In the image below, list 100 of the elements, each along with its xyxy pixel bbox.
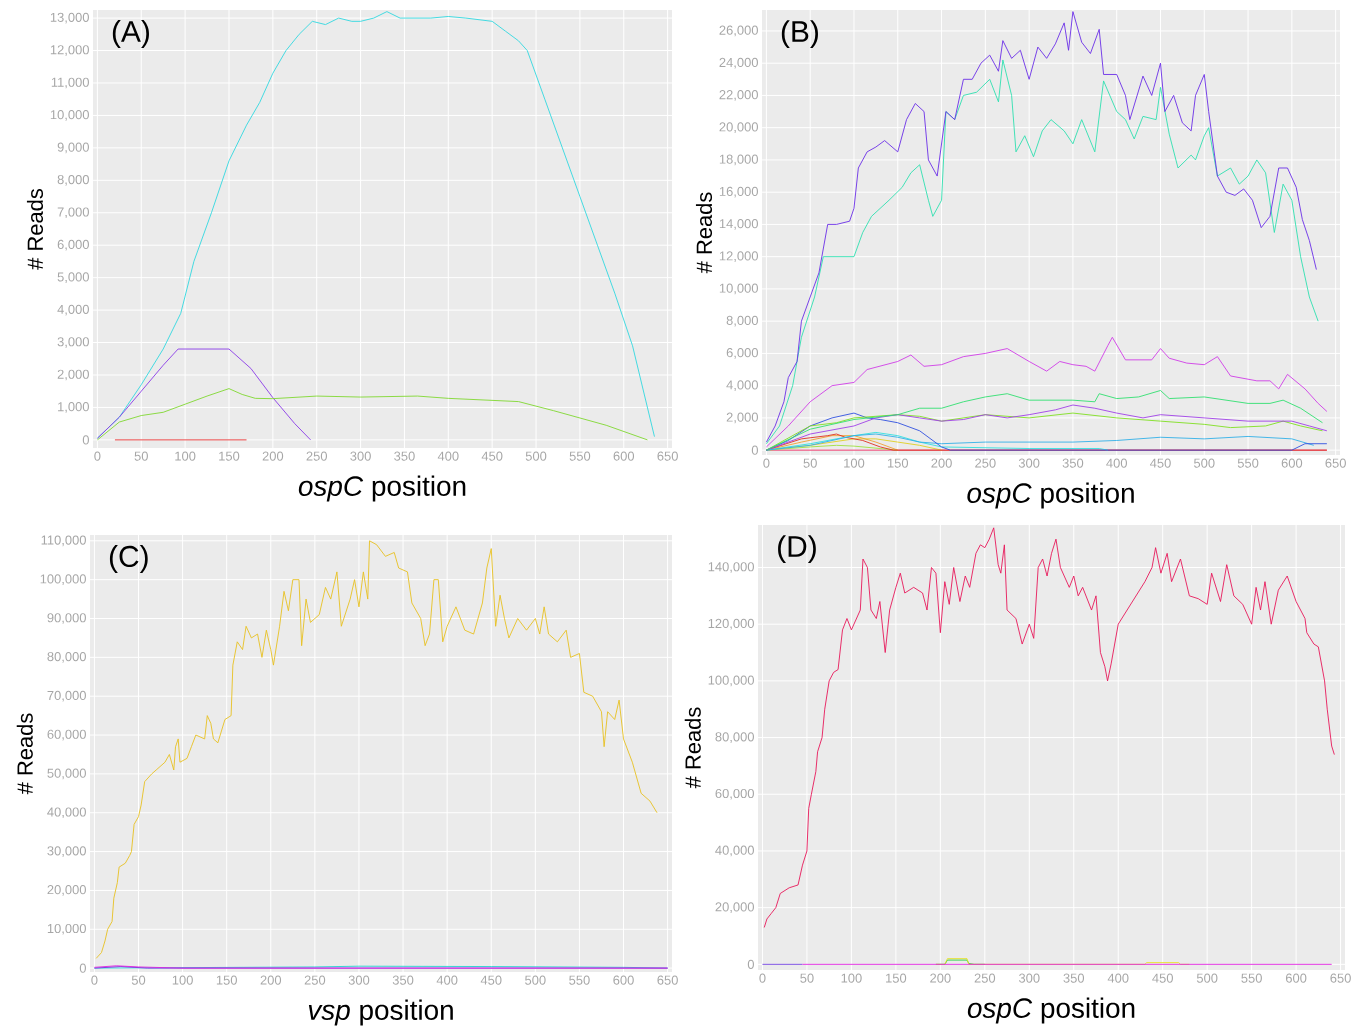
- y-tick-label: 0: [747, 959, 754, 969]
- x-tick-label: 50: [803, 458, 817, 468]
- y-tick-label: 140,000: [708, 562, 754, 573]
- y-axis-title: # Reads: [695, 192, 713, 274]
- chart-title: (A): [112, 20, 149, 48]
- x-tick-label: 100: [172, 975, 193, 985]
- x-tick-label: 450: [481, 451, 503, 461]
- y-tick-label: 18,000: [719, 154, 758, 166]
- y-tick-label: 10,000: [719, 283, 758, 295]
- y-tick-label: 26,000: [719, 25, 758, 37]
- y-tick-label: 2,000: [57, 369, 89, 381]
- chart-title: (C): [109, 545, 148, 573]
- y-tick-label: 100,000: [708, 675, 754, 687]
- x-tick-label: 200: [930, 973, 951, 983]
- x-tick-label: 50: [800, 973, 814, 983]
- x-tick-label: 350: [1063, 973, 1085, 983]
- y-tick-label: 90,000: [47, 613, 86, 624]
- x-tick-label: 300: [348, 975, 370, 985]
- x-tick-label: 200: [931, 458, 952, 468]
- x-tick-label: 100: [841, 973, 862, 983]
- y-tick-label: 60,000: [47, 729, 86, 741]
- y-tick-label: 20,000: [47, 885, 86, 896]
- y-axis-title: # Reads: [26, 188, 44, 270]
- x-tick-label: 250: [304, 975, 326, 985]
- y-tick-label: 0: [79, 963, 86, 973]
- chart-title: (B): [781, 20, 818, 49]
- x-tick-label: 150: [887, 458, 909, 468]
- x-tick-label: 550: [569, 451, 591, 461]
- x-tick-label: 400: [1107, 973, 1129, 983]
- y-tick-label: 5,000: [57, 272, 89, 283]
- y-axis-title: # Reads: [684, 707, 701, 789]
- x-tick-label: 150: [216, 975, 237, 985]
- x-tick-label: 100: [844, 458, 865, 468]
- x-tick-label: 600: [1281, 458, 1303, 468]
- x-tick-label: 650: [657, 451, 678, 461]
- x-tick-label: 350: [392, 975, 414, 985]
- y-tick-label: 12,000: [50, 45, 89, 56]
- y-tick-label: 9,000: [57, 142, 89, 154]
- x-tick-label: 0: [759, 973, 766, 983]
- y-tick-label: 60,000: [715, 788, 754, 800]
- y-tick-label: 22,000: [719, 90, 758, 101]
- x-tick-label: 200: [260, 975, 282, 985]
- y-tick-label: 13,000: [50, 12, 89, 24]
- chart-title: (D): [778, 535, 816, 564]
- x-tick-label: 300: [1018, 458, 1040, 468]
- x-tick-label: 450: [1152, 973, 1173, 983]
- x-tick-label: 250: [974, 973, 996, 983]
- x-tick-label: 300: [1018, 973, 1040, 983]
- y-tick-label: 2,000: [726, 412, 758, 424]
- x-axis-title: vsp position: [308, 999, 453, 1026]
- x-tick-label: 550: [1241, 973, 1262, 983]
- x-axis-title: ospC position: [298, 475, 466, 502]
- y-tick-label: 0: [82, 435, 89, 445]
- x-tick-label: 650: [1325, 458, 1346, 468]
- y-axis-title: # Reads: [16, 713, 33, 795]
- y-tick-label: 1,000: [58, 402, 89, 413]
- y-tick-label: 40,000: [715, 845, 754, 857]
- x-axis-title: ospC position: [967, 997, 1135, 1024]
- x-tick-label: 450: [480, 975, 502, 985]
- x-tick-label: 550: [1237, 458, 1259, 468]
- x-tick-label: 250: [306, 451, 328, 461]
- x-tick-label: 350: [394, 451, 415, 461]
- x-tick-label: 400: [436, 975, 458, 985]
- x-tick-label: 400: [437, 451, 459, 461]
- y-tick-label: 8,000: [726, 315, 758, 327]
- y-tick-label: 8,000: [57, 174, 89, 186]
- x-tick-label: 650: [657, 975, 678, 985]
- y-tick-label: 20,000: [715, 902, 754, 913]
- x-tick-label: 500: [525, 451, 547, 461]
- x-axis-title: ospC position: [967, 482, 1134, 509]
- x-tick-label: 200: [262, 451, 284, 461]
- y-tick-label: 40,000: [47, 807, 86, 819]
- y-tick-label: 10,000: [50, 110, 89, 121]
- y-tick-label: 6,000: [57, 239, 89, 251]
- x-tick-label: 600: [613, 975, 634, 985]
- x-tick-label: 50: [134, 451, 148, 461]
- x-tick-label: 150: [219, 451, 240, 461]
- y-tick-label: 6,000: [726, 348, 758, 359]
- x-tick-label: 600: [613, 451, 635, 461]
- y-tick-label: 24,000: [719, 57, 758, 69]
- x-tick-label: 550: [569, 975, 590, 985]
- x-tick-label: 300: [350, 451, 371, 461]
- x-tick-label: 600: [1285, 973, 1307, 983]
- y-tick-label: 4,000: [57, 304, 89, 316]
- x-tick-label: 0: [94, 451, 101, 461]
- x-tick-label: 650: [1330, 973, 1351, 983]
- x-tick-label: 50: [131, 975, 146, 985]
- x-tick-label: 450: [1149, 458, 1171, 468]
- x-tick-label: 0: [763, 458, 770, 468]
- y-tick-label: 7,000: [57, 207, 89, 219]
- y-tick-label: 50,000: [47, 768, 86, 780]
- y-tick-label: 16,000: [719, 186, 758, 198]
- y-tick-label: 110,000: [41, 535, 86, 547]
- y-tick-label: 120,000: [708, 618, 754, 630]
- x-tick-label: 0: [91, 975, 98, 985]
- x-tick-label: 500: [1196, 973, 1218, 983]
- x-tick-label: 350: [1062, 458, 1084, 468]
- y-tick-label: 10,000: [47, 923, 86, 935]
- y-tick-label: 4,000: [726, 380, 758, 392]
- x-tick-label: 500: [525, 975, 546, 985]
